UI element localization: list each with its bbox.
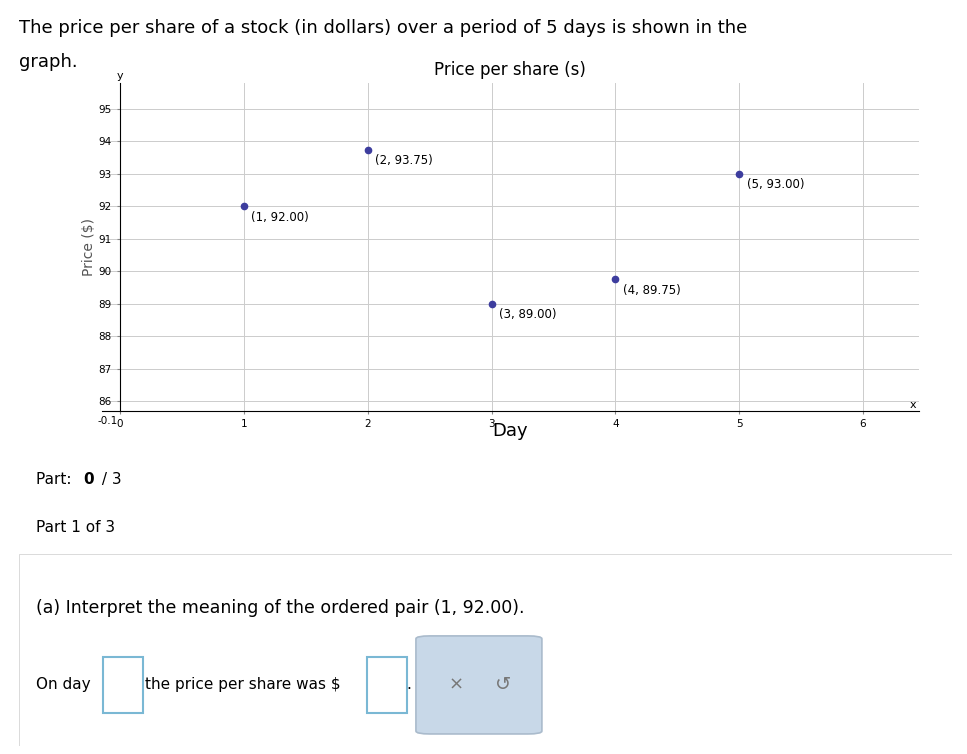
Text: the price per share was $: the price per share was $ <box>145 677 341 692</box>
Title: Price per share (s): Price per share (s) <box>434 60 586 78</box>
Text: (3, 89.00): (3, 89.00) <box>499 308 556 321</box>
Text: (4, 89.75): (4, 89.75) <box>623 284 681 296</box>
Text: Part 1 of 3: Part 1 of 3 <box>36 520 115 535</box>
Text: Day: Day <box>492 422 528 440</box>
FancyBboxPatch shape <box>132 464 355 495</box>
FancyBboxPatch shape <box>103 657 142 713</box>
Text: (2, 93.75): (2, 93.75) <box>375 154 433 167</box>
Text: On day: On day <box>36 677 96 692</box>
Text: / 3: / 3 <box>97 473 122 487</box>
Text: Part:: Part: <box>36 473 76 487</box>
Text: The price per share of a stock (in dollars) over a period of 5 days is shown in : The price per share of a stock (in dolla… <box>19 19 747 37</box>
Text: (a) Interpret the meaning of the ordered pair (1, 92.00).: (a) Interpret the meaning of the ordered… <box>36 599 525 617</box>
Y-axis label: Price ($): Price ($) <box>82 218 96 276</box>
FancyBboxPatch shape <box>416 636 542 734</box>
Text: x: x <box>910 400 917 410</box>
Text: y: y <box>117 72 124 81</box>
FancyBboxPatch shape <box>367 657 406 713</box>
Text: (5, 93.00): (5, 93.00) <box>747 178 805 191</box>
Text: ↺: ↺ <box>494 676 511 694</box>
Text: ×: × <box>449 676 463 694</box>
Text: .: . <box>406 677 412 692</box>
Text: (1, 92.00): (1, 92.00) <box>251 210 309 224</box>
Text: -0.1: -0.1 <box>98 415 118 426</box>
Text: 0: 0 <box>83 473 94 487</box>
Text: graph.: graph. <box>19 53 78 71</box>
